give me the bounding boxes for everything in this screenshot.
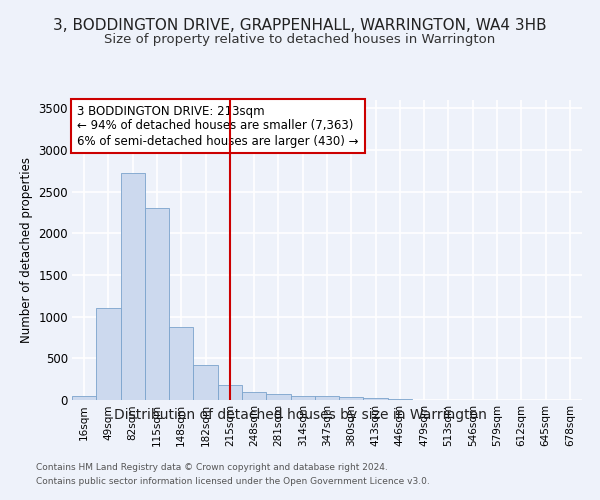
Y-axis label: Number of detached properties: Number of detached properties xyxy=(20,157,32,343)
Bar xyxy=(266,394,290,400)
Bar xyxy=(339,397,364,400)
Bar xyxy=(121,174,145,400)
Bar xyxy=(72,396,96,400)
Bar xyxy=(364,398,388,400)
Text: 3 BODDINGTON DRIVE: 213sqm
← 94% of detached houses are smaller (7,363)
6% of se: 3 BODDINGTON DRIVE: 213sqm ← 94% of deta… xyxy=(77,104,359,148)
Bar xyxy=(218,384,242,400)
Bar xyxy=(145,208,169,400)
Text: 3, BODDINGTON DRIVE, GRAPPENHALL, WARRINGTON, WA4 3HB: 3, BODDINGTON DRIVE, GRAPPENHALL, WARRIN… xyxy=(53,18,547,32)
Bar xyxy=(315,396,339,400)
Bar xyxy=(193,365,218,400)
Text: Size of property relative to detached houses in Warrington: Size of property relative to detached ho… xyxy=(104,32,496,46)
Text: Contains HM Land Registry data © Crown copyright and database right 2024.: Contains HM Land Registry data © Crown c… xyxy=(36,464,388,472)
Bar xyxy=(242,392,266,400)
Bar xyxy=(96,308,121,400)
Bar xyxy=(169,326,193,400)
Text: Contains public sector information licensed under the Open Government Licence v3: Contains public sector information licen… xyxy=(36,477,430,486)
Bar xyxy=(290,396,315,400)
Text: Distribution of detached houses by size in Warrington: Distribution of detached houses by size … xyxy=(113,408,487,422)
